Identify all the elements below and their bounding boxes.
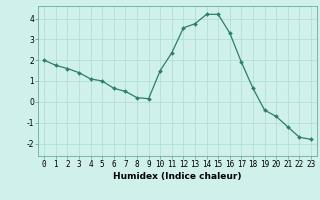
X-axis label: Humidex (Indice chaleur): Humidex (Indice chaleur) [113,172,242,181]
